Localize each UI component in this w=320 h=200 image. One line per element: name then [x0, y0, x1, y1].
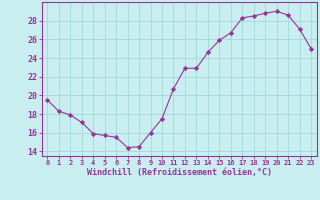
X-axis label: Windchill (Refroidissement éolien,°C): Windchill (Refroidissement éolien,°C) — [87, 168, 272, 177]
